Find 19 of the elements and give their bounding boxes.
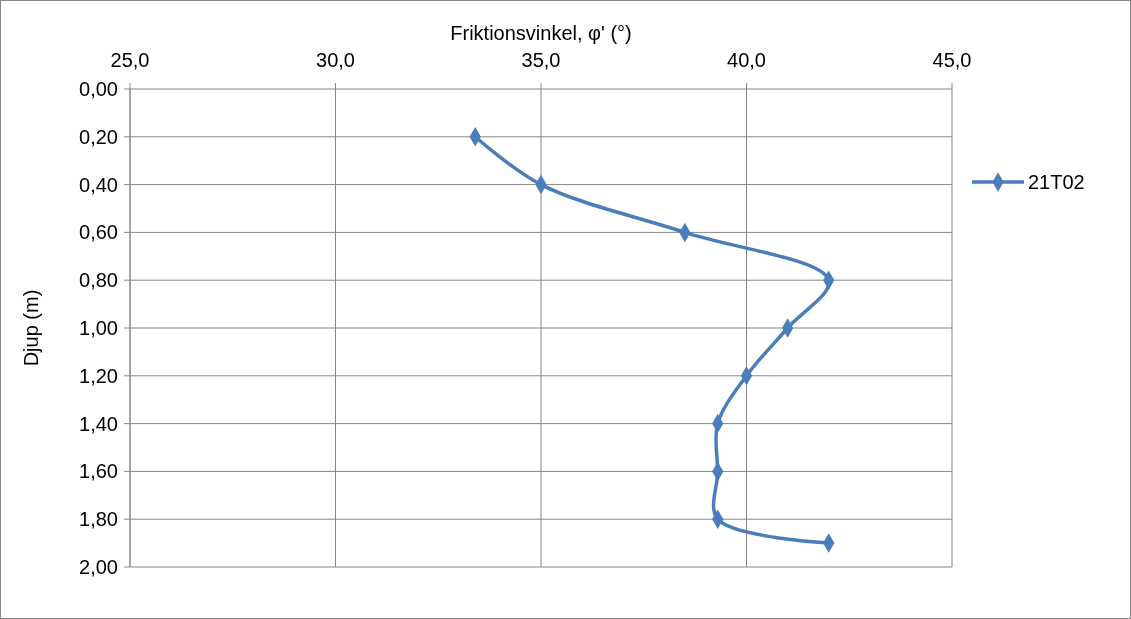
x-axis-title: Friktionsvinkel, φ' (°) [450, 22, 632, 44]
legend-label: 21T02 [1028, 171, 1085, 193]
x-tick-label: 25,0 [110, 49, 150, 71]
y-tick-label: 1,60 [79, 460, 118, 483]
y-tick-label: 1,00 [79, 317, 118, 339]
y-tick-label: 1,80 [79, 508, 118, 531]
x-tick-label: 40,0 [727, 49, 766, 71]
y-tick-label: 1,20 [79, 364, 118, 387]
y-tick-label: 0,20 [79, 125, 118, 148]
y-tick-label: 2,00 [79, 556, 118, 578]
y-tick-label: 0,60 [79, 221, 118, 244]
y-tick-label: 0,40 [79, 173, 118, 196]
x-tick-label: 30,0 [316, 49, 355, 71]
x-tick-label: 35,0 [521, 49, 561, 71]
y-tick-label: 0,80 [79, 269, 118, 292]
y-tick-label: 1,40 [79, 412, 118, 435]
y-tick-label: 0,00 [79, 78, 118, 100]
y-axis-title: Djup (m) [20, 289, 42, 367]
x-tick-label: 45,0 [932, 49, 972, 71]
